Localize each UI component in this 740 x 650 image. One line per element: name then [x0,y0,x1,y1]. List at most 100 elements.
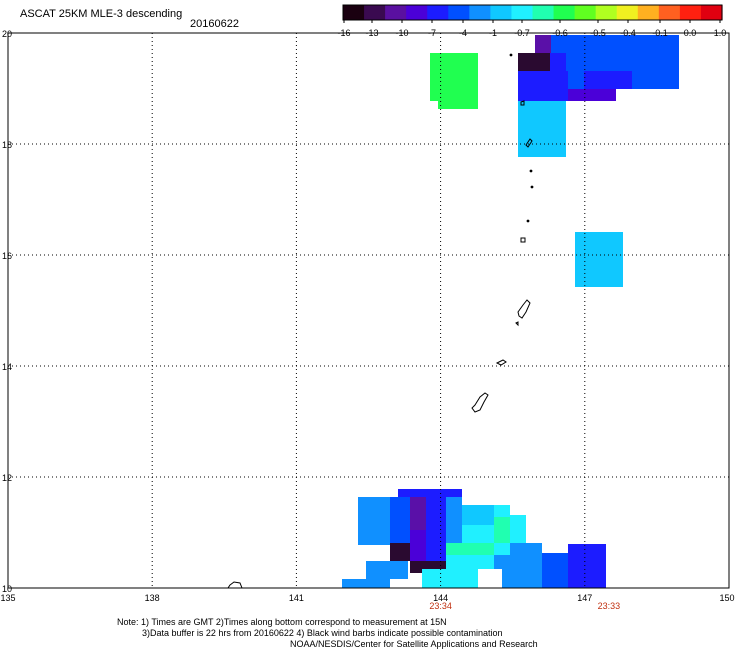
latitude-label: 20 [2,29,13,39]
colorbar-segment [595,5,618,20]
graticule [8,33,729,588]
longitude-label: 141 [288,593,304,603]
wind-cell [510,515,526,533]
latitude-label: 10 [2,584,13,594]
wind-cell [366,579,390,588]
wind-cell [591,35,679,53]
wind-cell [550,53,566,71]
wind-cell [518,89,568,101]
colorbar-tick-label: -10 [395,28,409,38]
island-dot [530,185,534,189]
colorbar-segment [343,5,365,20]
island-outline [227,581,243,589]
colorbar-tick-label: -0.1 [652,28,668,38]
colorbar-tick-label: -0.5 [590,28,606,38]
wind-cell [534,53,550,71]
colorbar-tick-label: 0.0 [683,28,697,38]
product-title: ASCAT 25KM MLE-3 descending [20,8,183,20]
wind-cell [535,35,551,53]
colorbar-segment [574,5,597,20]
wind-cell [494,505,510,517]
colorbar-segment [616,5,639,20]
note-line-3: NOAA/NESDIS/Center for Satellite Applica… [290,639,538,649]
colorbar-segment [490,5,513,20]
longitude-label: 150 [719,593,735,603]
wind-cell [518,53,534,71]
wind-cell [446,515,462,543]
island-outline [520,100,525,106]
colorbar-frame [342,4,723,21]
longitude-label: 144 [433,593,449,603]
colorbar [342,4,723,23]
longitude-label: 138 [144,593,160,603]
wind-cell [390,497,410,545]
island-dot [529,169,533,173]
colorbar-tick-label: -0.4 [620,28,636,38]
wind-cell [568,544,606,588]
note-line-2: 3)Data buffer is 22 hrs from 20160622 4)… [142,628,503,638]
latitude-label: 14 [2,362,13,372]
wind-cell [422,569,478,588]
colorbar-tick-label: -4 [458,28,468,38]
wind-cell [566,53,616,71]
wind-cell [426,527,446,561]
wind-cell [551,35,591,53]
wind-cell [568,71,584,89]
colorbar-segment [532,5,555,20]
latitude-label: 12 [2,473,13,483]
wind-cell [518,129,566,157]
colorbar-segment [469,5,491,20]
map-frame [7,32,730,589]
wind-cell [358,497,390,545]
wind-cell [446,497,462,515]
colorbar-tick-label: -16 [337,28,351,38]
colorbar-segment [658,5,681,20]
coastline [227,53,534,589]
colorbar-segment [385,5,407,20]
island-dot [509,53,513,57]
wind-cell [584,71,632,89]
pass-time-label: 23:33 [597,601,621,611]
colorbar-tick-label: -7 [427,28,437,38]
island-outline [471,392,489,413]
colorbar-tick-label: -0.6 [552,28,568,38]
colorbar-tick-label: -1 [488,28,498,38]
colorbar-segment [448,5,470,20]
wind-cell [462,525,494,543]
island-outline [525,138,533,148]
wind-cell [342,579,366,588]
wind-cell [366,561,408,579]
wind-cell [494,517,510,543]
colorbar-segment [427,5,449,20]
product-date: 20160622 [190,18,239,30]
wind-cell [398,489,462,499]
wind-cell [426,497,446,527]
wind-cell [542,553,568,588]
island-outline [515,321,519,327]
wind-cell [518,101,566,129]
colorbar-segment [511,5,534,20]
colorbar-segment [406,5,428,20]
longitude-label: 147 [577,593,593,603]
colorbar-tick-label: 1.0 [713,28,727,38]
wind-cell [438,53,478,109]
colorbar-segment [679,5,702,20]
colorbar-segment [364,5,386,20]
colorbar-segment [553,5,576,20]
island-dot [526,219,530,223]
data-cells [342,35,679,588]
colorbar-tick-label: -0.7 [514,28,530,38]
colorbar-tick-label: -13 [365,28,379,38]
latitude-label: 18 [2,140,13,150]
wind-cell [575,232,623,287]
wind-cell [494,543,510,555]
island-outline [517,299,531,319]
wind-cell [632,83,679,89]
wind-cell [462,505,494,527]
island-outline [495,359,507,366]
wind-cell [494,555,510,569]
wind-cell [446,555,494,569]
wind-cell [568,89,616,101]
latitude-label: 16 [2,251,13,261]
wind-cell [502,569,542,588]
